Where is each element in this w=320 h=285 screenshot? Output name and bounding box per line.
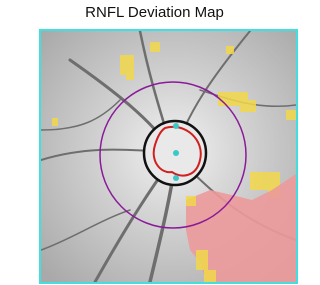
- page: {"title": "RNFL Deviation Map"} RNFL Dev…: [0, 0, 309, 285]
- deviation-map: [0, 0, 309, 285]
- fundus-image: [41, 31, 296, 282]
